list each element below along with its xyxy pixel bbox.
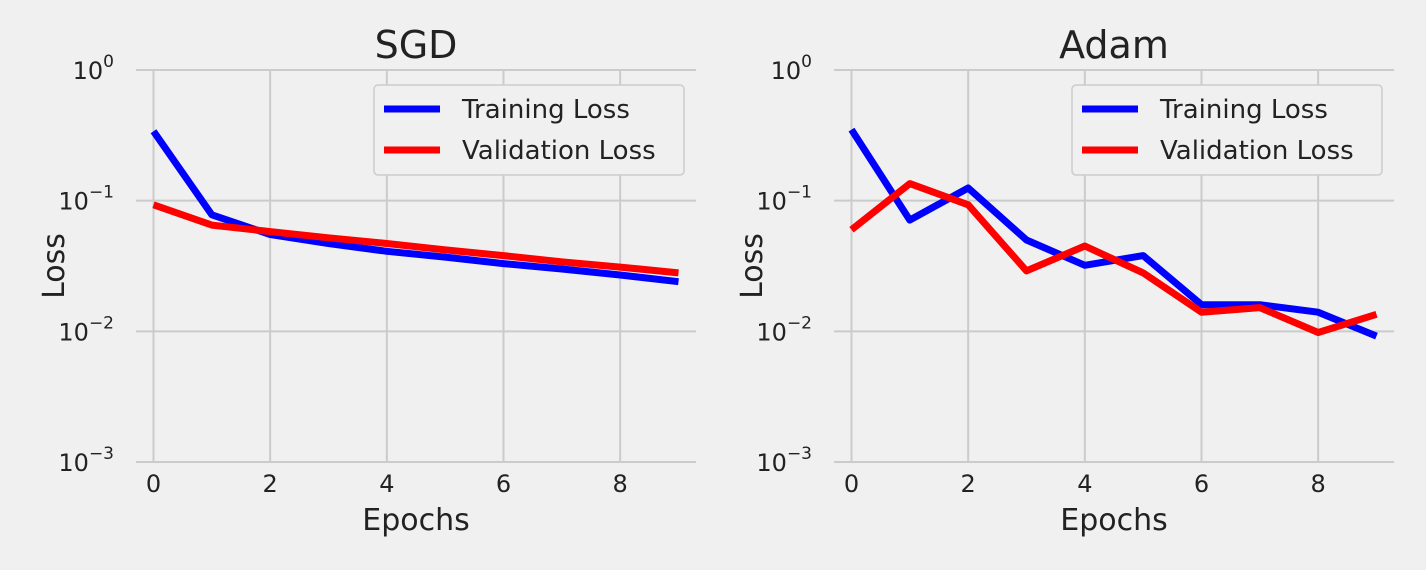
x-tick-label: 8 <box>1311 470 1326 498</box>
series-line-validation <box>152 201 679 277</box>
y-axis-label: Loss <box>735 233 770 299</box>
y-tick-exponent: −2 <box>787 313 812 333</box>
y-tick-label: 100 <box>771 52 812 85</box>
y-tick-label: 10−2 <box>58 313 114 346</box>
chart-adam: 0 2 4 6 810010−110−210−3AdamEpochsLossTraini… <box>735 23 1394 538</box>
y-tick-base: 10 <box>58 188 89 216</box>
x-tick-label: 0 <box>146 470 161 498</box>
x-tick-label: 8 <box>613 470 628 498</box>
y-tick-exponent: −1 <box>787 183 812 203</box>
chart-sgd: 0 2 4 6 810010−110−210−3SGDEpochsLossTrainin… <box>37 23 696 538</box>
legend-box <box>373 84 685 176</box>
x-tick-label: 2 <box>263 470 278 498</box>
charts: 0 2 4 6 810010−110−210−3SGDEpochsLossTrainin… <box>37 23 1394 538</box>
y-tick-base: 10 <box>756 449 787 477</box>
x-axis-label: Epochs <box>362 503 470 538</box>
y-tick-label: 10−3 <box>58 444 114 477</box>
y-tick-exponent: 0 <box>801 52 812 72</box>
y-tick-exponent: −1 <box>89 183 114 203</box>
chart-title: Adam <box>1059 23 1169 67</box>
y-tick-exponent: −3 <box>89 444 114 464</box>
y-tick-base: 10 <box>73 57 104 85</box>
x-tick-label: 4 <box>379 470 394 498</box>
x-tick-label: 6 <box>496 470 511 498</box>
y-tick-base: 10 <box>756 188 787 216</box>
y-tick-label: 10−3 <box>756 444 812 477</box>
legend: Training Loss Validation Loss <box>1071 84 1383 176</box>
y-axis-label: Loss <box>37 233 72 299</box>
y-tick-base: 10 <box>756 318 787 346</box>
x-tick-label: 2 <box>961 470 976 498</box>
y-tick-base: 10 <box>58 449 89 477</box>
y-tick-base: 10 <box>771 57 802 85</box>
y-tick-exponent: −2 <box>89 313 114 333</box>
y-tick-label: 10−2 <box>756 313 812 346</box>
y-tick-exponent: 0 <box>103 52 114 72</box>
chart-title: SGD <box>375 23 458 67</box>
y-tick-label: 100 <box>73 52 114 85</box>
legend-label-validation: Validation Loss <box>462 136 656 166</box>
y-tick-base: 10 <box>58 318 89 346</box>
series-line-training <box>150 129 679 286</box>
legend-label-training: Training Loss <box>461 95 630 125</box>
y-tick-label: 10−1 <box>756 183 812 216</box>
x-tick-label: 0 <box>844 470 859 498</box>
x-tick-label: 4 <box>1077 470 1092 498</box>
x-axis-label: Epochs <box>1060 503 1168 538</box>
y-tick-label: 10−1 <box>58 183 114 216</box>
legend-box <box>1071 84 1383 176</box>
series-line-validation <box>849 180 1378 336</box>
y-tick-exponent: −3 <box>787 444 812 464</box>
x-tick-label: 6 <box>1194 470 1209 498</box>
legend: Training Loss Validation Loss <box>373 84 685 176</box>
legend-label-training: Training Loss <box>1159 95 1328 125</box>
legend-label-validation: Validation Loss <box>1160 136 1354 166</box>
